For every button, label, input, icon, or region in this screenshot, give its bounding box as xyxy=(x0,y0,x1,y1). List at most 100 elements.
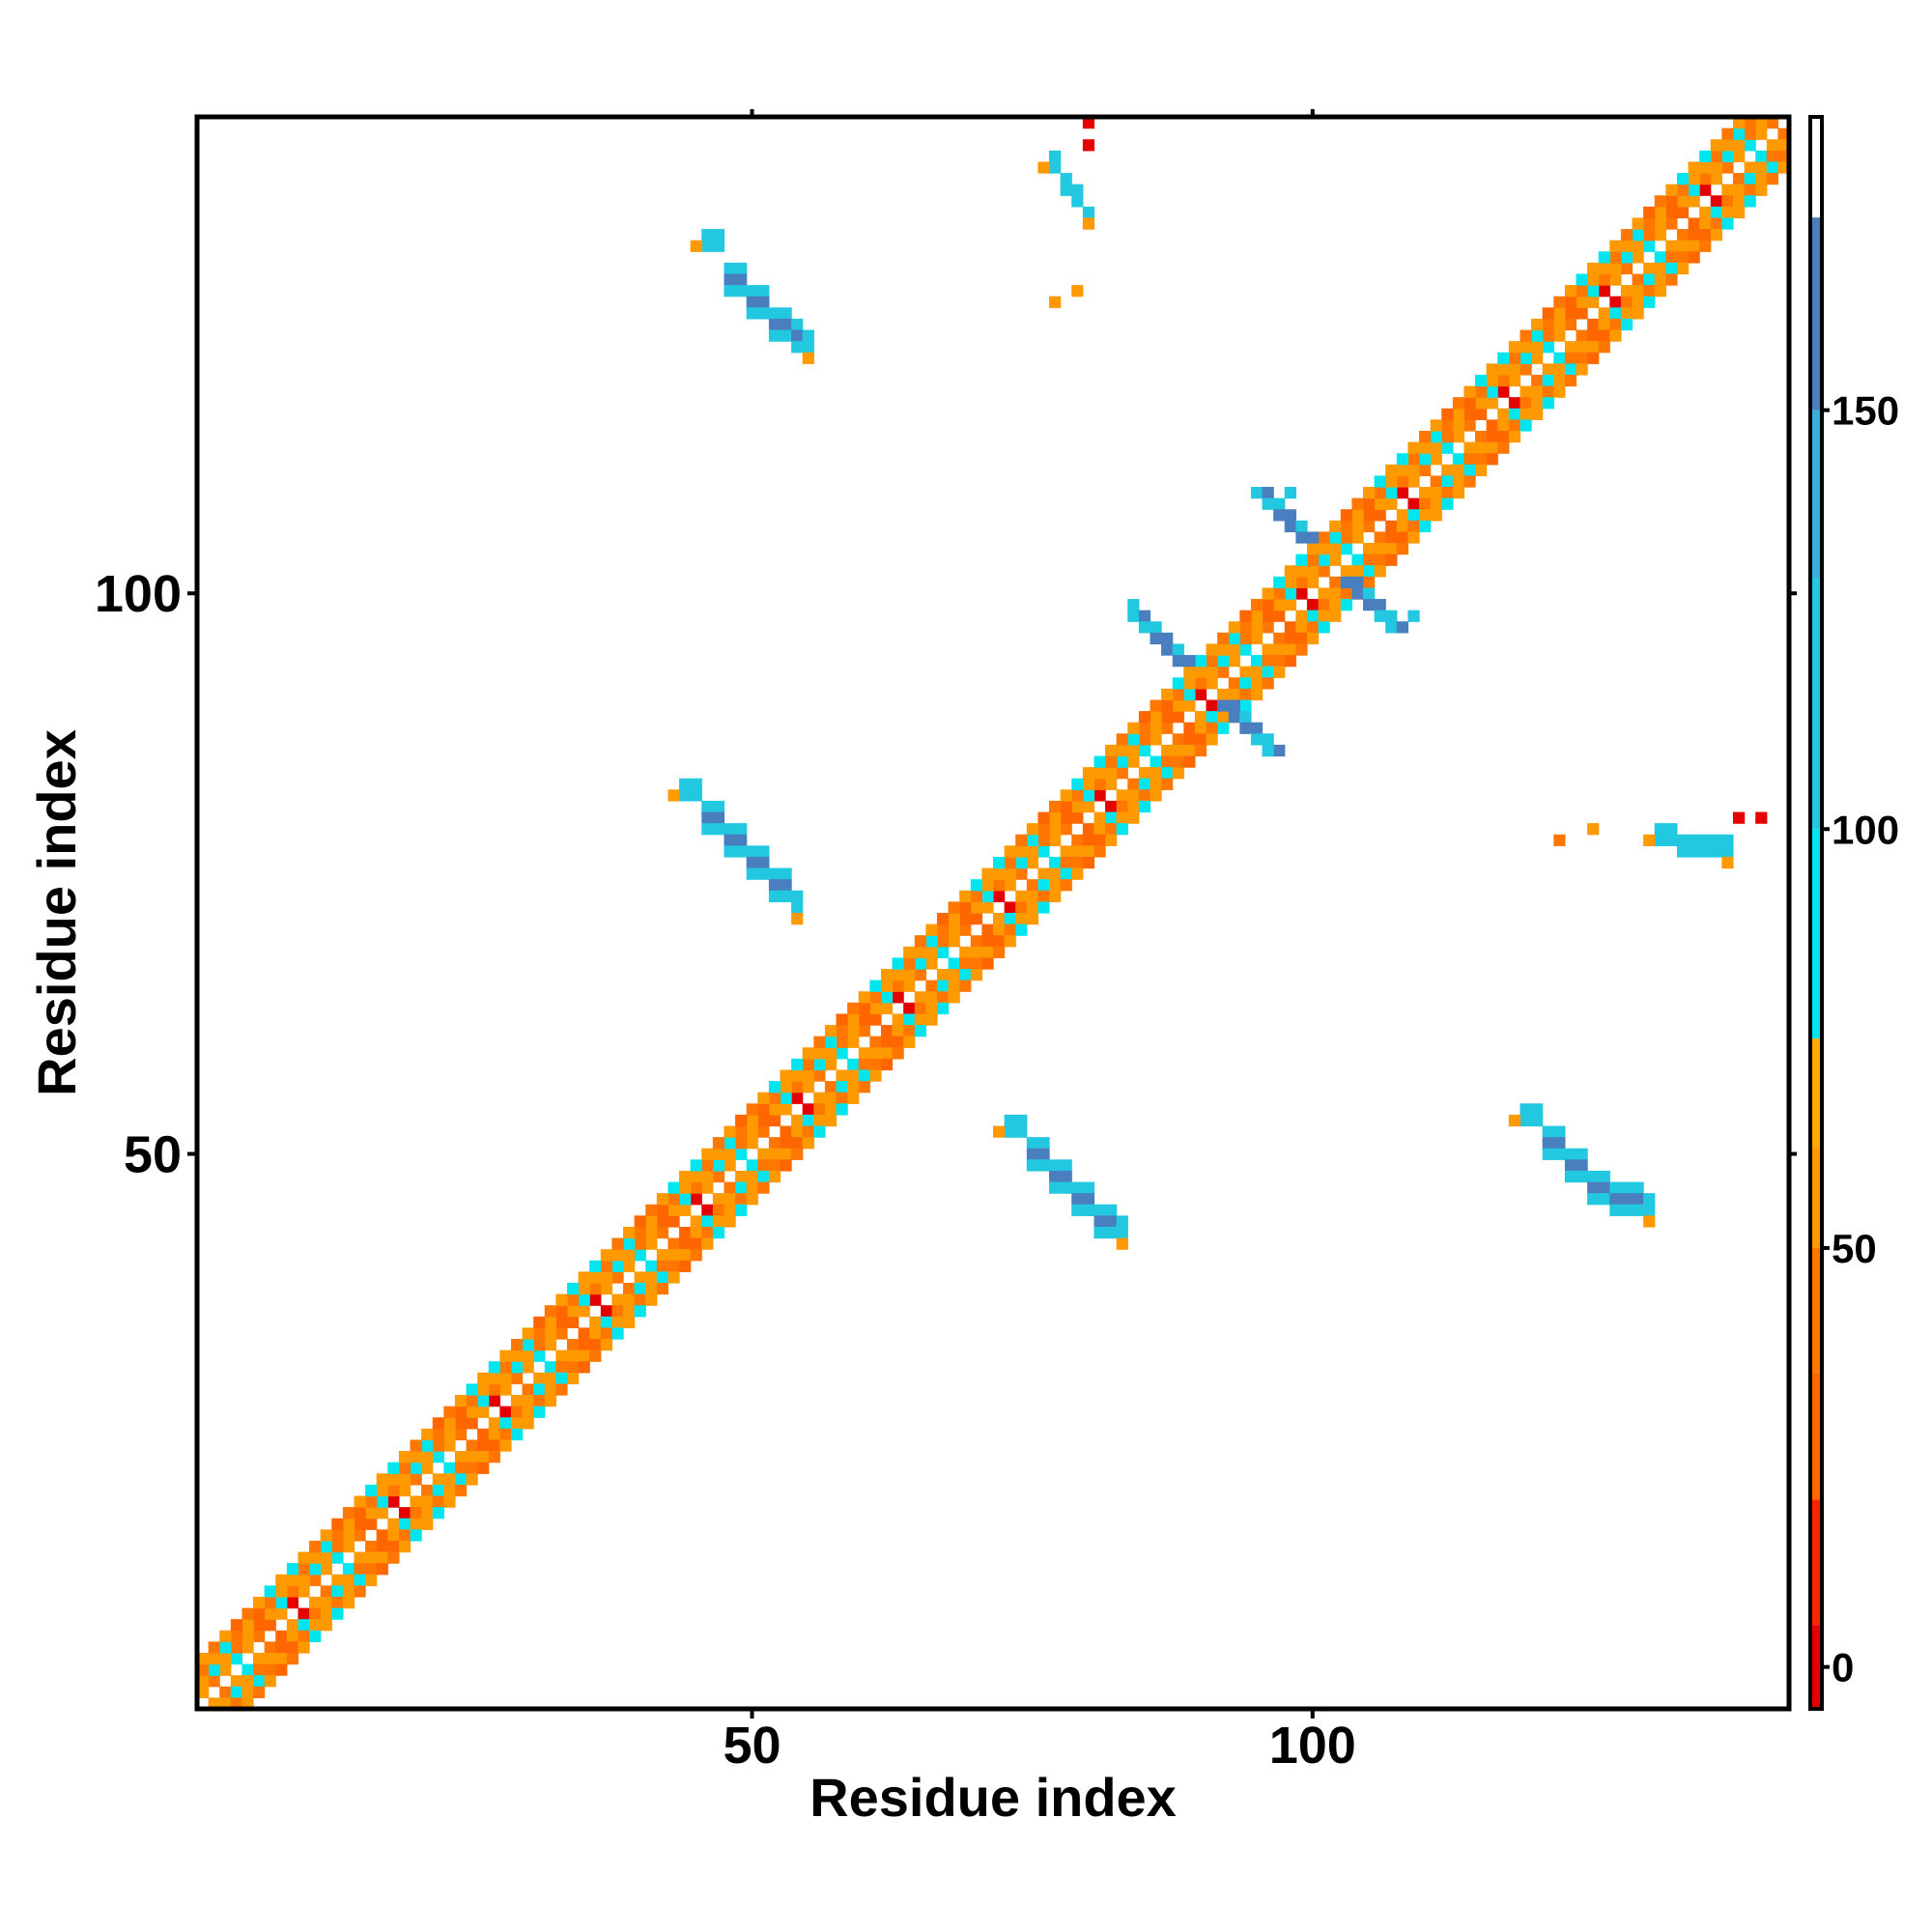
heatmap-cell xyxy=(791,1137,804,1150)
heatmap-cell xyxy=(1127,722,1140,734)
heatmap-cell xyxy=(1037,1159,1050,1172)
heatmap-cell xyxy=(443,1439,456,1452)
heatmap-cell xyxy=(1508,408,1521,420)
heatmap-cell xyxy=(1620,1204,1634,1216)
heatmap-cell xyxy=(1721,161,1734,174)
heatmap-cell xyxy=(1318,565,1330,578)
heatmap-cell xyxy=(1486,419,1498,432)
heatmap-cell xyxy=(791,1081,804,1094)
heatmap-cell xyxy=(1755,811,1768,824)
heatmap-cell xyxy=(1015,1114,1028,1127)
heatmap-cell xyxy=(1665,195,1678,208)
heatmap-cell xyxy=(208,1641,220,1654)
heatmap-cell xyxy=(824,1036,838,1048)
heatmap-cell xyxy=(1564,374,1577,387)
heatmap-cell xyxy=(208,1675,220,1688)
heatmap-cell xyxy=(1250,486,1264,499)
heatmap-cell xyxy=(1587,341,1600,354)
heatmap-cell xyxy=(421,1495,434,1508)
heatmap-cell xyxy=(230,1619,243,1632)
heatmap-cell xyxy=(1721,150,1734,163)
heatmap-cell xyxy=(1385,520,1398,533)
heatmap-cell xyxy=(1318,543,1330,555)
heatmap-cell xyxy=(1138,711,1151,724)
heatmap-cell xyxy=(1228,688,1240,701)
heatmap-cell xyxy=(880,1047,894,1060)
heatmap-cell xyxy=(1609,273,1622,286)
heatmap-cell xyxy=(1654,834,1666,846)
heatmap-cell xyxy=(824,1081,838,1094)
heatmap-cell xyxy=(398,1473,412,1486)
heatmap-cell xyxy=(421,1507,434,1520)
heatmap-cell xyxy=(1049,1159,1062,1172)
heatmap-cell xyxy=(611,1271,624,1284)
heatmap-cell xyxy=(757,1181,770,1194)
heatmap-cell xyxy=(1037,1148,1050,1160)
heatmap-cell xyxy=(1553,307,1566,320)
heatmap-cell xyxy=(791,1125,804,1138)
heatmap-cell xyxy=(1071,1193,1084,1206)
heatmap-cell xyxy=(1105,800,1118,813)
heatmap-cell xyxy=(510,1361,524,1374)
heatmap-cell xyxy=(993,890,1006,902)
heatmap-cell xyxy=(466,1462,478,1474)
heatmap-cell xyxy=(1531,318,1544,331)
heatmap-cell xyxy=(1082,1181,1095,1194)
heatmap-cell xyxy=(735,1181,748,1194)
heatmap-cell xyxy=(522,1406,534,1418)
heatmap-cell xyxy=(690,1249,702,1262)
heatmap-cell xyxy=(1721,217,1734,230)
heatmap-cell xyxy=(1564,1159,1577,1172)
heatmap-cell xyxy=(1262,497,1274,510)
heatmap-cell xyxy=(555,1372,568,1385)
heatmap-cell xyxy=(443,1417,456,1430)
heatmap-cell xyxy=(1475,374,1488,387)
heatmap-cell xyxy=(1654,823,1666,836)
heatmap-cell xyxy=(1071,789,1084,802)
heatmap-cell xyxy=(1094,1226,1106,1239)
heatmap-cell xyxy=(253,1619,266,1632)
heatmap-cell xyxy=(746,1181,758,1194)
heatmap-cell xyxy=(1407,531,1420,544)
heatmap-cell xyxy=(1161,722,1174,734)
heatmap-cell xyxy=(1732,811,1746,824)
heatmap-cell xyxy=(1643,285,1656,298)
heatmap-cell xyxy=(320,1540,332,1553)
heatmap-cell xyxy=(1026,823,1039,836)
heatmap-cell xyxy=(566,1316,580,1329)
heatmap-cell xyxy=(1542,374,1554,387)
heatmap-cell xyxy=(1239,688,1252,701)
heatmap-cell xyxy=(510,1372,524,1385)
heatmap-cell xyxy=(331,1574,344,1586)
heatmap-cell xyxy=(735,1114,748,1127)
heatmap-cell xyxy=(1015,1125,1028,1138)
heatmap-cell xyxy=(768,879,781,892)
heatmap-cell xyxy=(1082,845,1095,858)
heatmap-cell xyxy=(376,1507,388,1520)
heatmap-cell xyxy=(488,1372,500,1385)
heatmap-cell xyxy=(443,1484,456,1497)
heatmap-cell xyxy=(970,913,982,925)
heatmap-cell xyxy=(768,1092,781,1104)
heatmap-cell xyxy=(342,1574,355,1586)
heatmap-cell xyxy=(197,1675,210,1688)
heatmap-cell xyxy=(858,1058,870,1071)
heatmap-cell xyxy=(1194,711,1208,724)
heatmap-cell xyxy=(555,1327,568,1340)
heatmap-cell xyxy=(656,1282,669,1295)
heatmap-cell xyxy=(914,1025,926,1037)
heatmap-cell xyxy=(432,1507,444,1520)
heatmap-cell xyxy=(1654,229,1666,242)
heatmap-cell xyxy=(1306,621,1320,634)
heatmap-cell xyxy=(611,1260,624,1272)
heatmap-cell xyxy=(914,1013,926,1026)
heatmap-cell xyxy=(1351,587,1364,600)
heatmap-cell xyxy=(331,1551,344,1564)
heatmap-cell xyxy=(1295,576,1308,589)
heatmap-cell xyxy=(1026,879,1039,892)
heatmap-cell xyxy=(1486,374,1498,387)
heatmap-cell xyxy=(1161,767,1174,780)
heatmap-cell xyxy=(1250,632,1264,645)
heatmap-cell xyxy=(1620,307,1634,320)
heatmap-cell xyxy=(1643,834,1656,846)
